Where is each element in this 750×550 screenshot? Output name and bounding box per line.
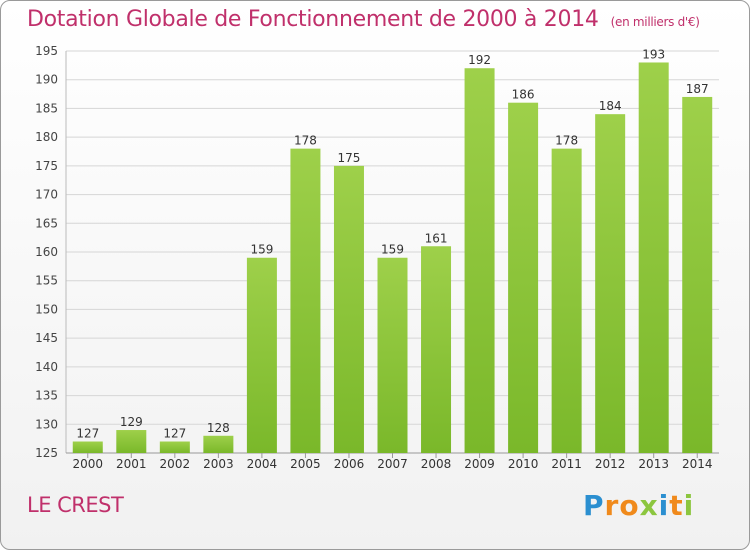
x-tick-label: 2001 [116,457,147,471]
chart-subtitle: (en milliers d'€) [610,15,700,29]
y-tick-label: 125 [35,446,58,460]
chart-title: Dotation Globale de Fonctionnement de 20… [27,7,700,32]
y-tick-label: 170 [35,188,58,202]
bar-value-label: 184 [599,99,622,113]
bar-value-label: 159 [250,243,273,257]
bar [246,257,277,453]
bar [421,246,452,453]
y-tick-label: 165 [35,216,58,230]
bar-value-label: 175 [338,151,361,165]
bar-value-label: 127 [76,427,99,441]
bar [72,441,103,453]
logo-letter: P [583,489,605,522]
place-label: LE CREST [27,493,124,517]
label-layer: 127 129 127 128 159 178 175 159 161 192 186 178 184 1… [76,47,708,440]
bar [203,435,234,453]
y-tick-label: 145 [35,331,58,345]
logo-letter: i [658,489,670,522]
y-tick-label: 140 [35,360,58,374]
proxiti-logo: Proxiti [583,489,694,522]
axis-layer: 125 130 135 140 145 150 155 160 165 170 175 180 185 1… [35,44,719,471]
bar-value-label: 159 [381,243,404,257]
bar-value-label: 129 [120,415,143,429]
x-tick-label: 2002 [160,457,191,471]
x-tick-label: 2008 [421,457,452,471]
bar-value-label: 128 [207,421,230,435]
y-tick-label: 175 [35,159,58,173]
logo-letter: i [683,489,695,522]
logo-letter: x [639,489,659,522]
x-tick-label: 2014 [682,457,713,471]
y-tick-label: 155 [35,274,58,288]
bar-value-label: 178 [294,134,317,148]
y-tick-label: 135 [35,389,58,403]
bar-value-label: 186 [512,88,535,102]
x-tick-label: 2005 [290,457,321,471]
bar-value-label: 178 [555,134,578,148]
bar [551,148,582,453]
y-tick-label: 130 [35,417,58,431]
x-tick-label: 2007 [377,457,408,471]
bar [682,96,713,453]
y-tick-label: 190 [35,73,58,87]
bar-value-label: 192 [468,53,491,67]
x-tick-label: 2012 [595,457,626,471]
x-tick-label: 2004 [247,457,278,471]
bar [595,114,626,454]
y-tick-label: 160 [35,245,58,259]
x-tick-label: 2009 [464,457,495,471]
bar [159,441,190,453]
bar-value-label: 193 [642,47,665,61]
x-tick-label: 2003 [203,457,234,471]
bar [333,165,364,453]
bar [290,148,321,453]
x-tick-label: 2010 [508,457,539,471]
x-tick-label: 2011 [551,457,582,471]
logo-letter: r [604,489,620,522]
logo-letter: t [669,489,684,522]
x-tick-label: 2006 [334,457,365,471]
bar-value-label: 187 [686,82,709,96]
y-tick-label: 180 [35,130,58,144]
x-tick-label: 2013 [638,457,669,471]
bar [638,62,669,453]
bar [464,68,495,453]
y-tick-label: 185 [35,101,58,115]
bar [116,430,147,453]
bar [508,102,539,453]
bar-layer [72,62,713,454]
logo-letter: o [619,489,640,522]
y-tick-label: 195 [35,44,58,58]
bar-value-label: 161 [425,231,448,245]
y-tick-label: 150 [35,302,58,316]
bar [377,257,408,453]
x-tick-label: 2000 [72,457,103,471]
chart-title-text: Dotation Globale de Fonctionnement de 20… [27,7,599,32]
bar-value-label: 127 [163,427,186,441]
